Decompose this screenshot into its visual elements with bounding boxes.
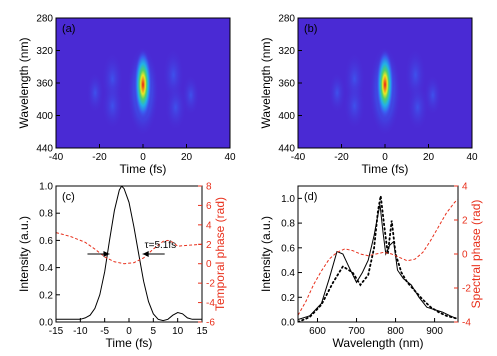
- y2-tick-label: 0: [206, 259, 212, 270]
- y-tick-label: 0.0: [281, 318, 295, 329]
- x-axis-label: Time (fs): [120, 162, 167, 176]
- y-tick-label: 0.6: [281, 243, 295, 254]
- y-tick-label: 0.2: [281, 293, 295, 304]
- y-axis-label: Intensity (a.u.): [259, 216, 273, 292]
- x-tick-label: -40: [49, 152, 64, 163]
- x-tick-label: 40: [224, 152, 236, 163]
- panel-label: (a): [62, 23, 75, 35]
- y-tick-label: 0.6: [39, 236, 53, 247]
- y2-tick-label: 2: [206, 240, 212, 251]
- heatmap-fringe: [406, 83, 429, 132]
- y-tick-label: 1.0: [39, 182, 53, 193]
- y2-tick-label: -4: [206, 298, 215, 309]
- x-tick-label: 0: [126, 326, 132, 337]
- heatmap-fringe: [343, 81, 366, 131]
- y-tick-label: 440: [36, 144, 53, 155]
- y2-tick-label: -2: [206, 279, 215, 290]
- heatmap-fringe: [328, 71, 346, 114]
- heatmap-plot: [298, 18, 472, 148]
- heatmap-plot: [56, 18, 230, 148]
- y-tick-label: 0.8: [281, 219, 295, 230]
- heatmap-fringe: [164, 83, 187, 132]
- heatmap-fringe: [101, 81, 124, 131]
- y-tick-label: 400: [36, 111, 53, 122]
- panel-b: -40 -20 0 20 40 280 320 360 400 440 Time (fs) Wavel…: [259, 14, 478, 177]
- y-tick-label: 0.8: [39, 209, 53, 220]
- x-tick-label: 40: [466, 152, 478, 163]
- series-line-temporal-phase: [56, 232, 202, 265]
- x-tick-label: -20: [334, 152, 349, 163]
- panel-label: (d): [304, 191, 317, 203]
- x-tick-label: 5: [151, 326, 157, 337]
- x-tick-label: 900: [426, 326, 443, 337]
- y-axis-label: Intensity (a.u.): [17, 216, 31, 292]
- y2-tick-label: 6: [206, 201, 212, 212]
- fwhm-arrowhead-left: [103, 251, 110, 257]
- y-tick-label: 280: [36, 14, 53, 25]
- y2-tick-label: -2: [462, 284, 471, 295]
- heatmap-fringe: [424, 74, 442, 117]
- y-tick-label: 360: [36, 79, 53, 90]
- x-tick-label: 800: [387, 326, 404, 337]
- x-axis-label: Wavelength (nm): [333, 336, 424, 350]
- y2-tick-label: 2: [462, 216, 468, 227]
- y-axis-label: Wavelength (nm): [259, 38, 273, 129]
- x-tick-label: 0: [382, 152, 388, 163]
- x-tick-label: 600: [309, 326, 326, 337]
- y-tick-label: 0.4: [281, 268, 295, 279]
- y-tick-label: 320: [278, 46, 295, 57]
- series-line-intensity: [56, 186, 202, 322]
- y2-tick-label: 4: [462, 182, 468, 193]
- series-line-spectral-phase: [298, 199, 458, 316]
- x-tick-label: 10: [172, 326, 184, 337]
- y-axis-label: Wavelength (nm): [17, 38, 31, 129]
- y2-tick-label: 4: [206, 220, 212, 231]
- x-tick-label: -15: [49, 326, 64, 337]
- x-tick-label: -10: [73, 326, 88, 337]
- y-tick-label: 440: [278, 144, 295, 155]
- panel-label: (c): [62, 191, 75, 203]
- x-tick-label: 20: [423, 152, 435, 163]
- x-tick-label: 15: [196, 326, 208, 337]
- plot-frame: [55, 185, 203, 323]
- x-tick-label: -20: [92, 152, 107, 163]
- fwhm-annotation: τ=5.1fs: [145, 240, 176, 251]
- x-tick-label: -40: [291, 152, 306, 163]
- y-tick-label: 320: [36, 46, 53, 57]
- y-tick-label: 0.0: [39, 318, 53, 329]
- y2-tick-label: 8: [206, 182, 212, 193]
- y-tick-label: 1.0: [281, 194, 295, 205]
- y-tick-label: 0.2: [39, 290, 53, 301]
- x-axis-label: Time (fs): [362, 162, 409, 176]
- fwhm-arrowhead-right: [142, 251, 149, 257]
- y2-tick-label: -4: [462, 318, 471, 329]
- panel-label: (b): [304, 23, 317, 35]
- y-tick-label: 400: [278, 111, 295, 122]
- y2-tick-label: -6: [206, 318, 215, 329]
- panel-a: -40 -20 0 20 40 280 320 360 400 440 Time (fs) Wavel…: [17, 14, 236, 177]
- y-tick-label: 0.4: [39, 263, 53, 274]
- x-tick-label: 700: [348, 326, 365, 337]
- heatmap-peak: [134, 48, 152, 121]
- x-axis-label: Time (fs): [106, 336, 153, 350]
- x-tick-label: 20: [181, 152, 193, 163]
- heatmap-peak: [376, 48, 394, 121]
- y-tick-label: 280: [278, 14, 295, 25]
- heatmap-fringe: [182, 74, 200, 117]
- panel-c: -15 -10 -5 0 5 10 15 0.0 0.2 0.4 0.6 0.8 1.0 -6 -4 -2 0 2…: [17, 182, 227, 351]
- heatmap-fringe: [86, 71, 104, 114]
- y2-tick-label: 0: [462, 250, 468, 261]
- panel-d: 600 700 800 900 0.0 0.2 0.4 0.6 0.8 1.0 -4 -2 0 2 4 Wav…: [259, 182, 483, 351]
- series-line-retrieved-spectrum: [298, 195, 457, 322]
- y-tick-label: 360: [278, 79, 295, 90]
- x-tick-label: -5: [100, 326, 109, 337]
- x-tick-label: 0: [140, 152, 146, 163]
- y2-axis-label: Temporal phase (rad): [213, 197, 227, 311]
- y2-axis-label: Spectral phase (rad): [469, 200, 483, 309]
